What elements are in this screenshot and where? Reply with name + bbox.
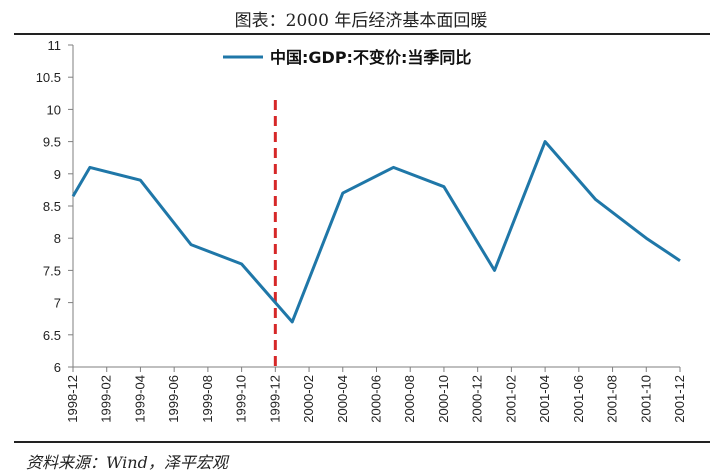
y-tick-label: 10.5 [36,70,61,85]
series-group [71,140,681,324]
chart-title: 图表：2000 年后经济基本面回暖 [234,11,488,31]
x-tick-label: 2001-08 [605,375,620,423]
legend: 中国:GDP:不变价:当季同比 [223,48,471,67]
x-tick-label: 2000-12 [470,375,485,423]
y-tick-label: 11 [48,38,62,53]
y-tick-label: 6 [54,360,61,375]
source-note: 资料来源：Wind，泽平宏观 [26,453,228,472]
x-tick-label: 2000-08 [402,375,417,423]
y-tick-label: 7.5 [43,263,61,278]
y-tick-label: 8.5 [43,199,61,214]
y-tick-label: 9 [54,167,61,182]
x-tick-label: 1999-02 [99,375,114,423]
y-tick-label: 6.5 [43,328,61,343]
x-tick-label: 2001-06 [571,375,586,423]
bottom-rule [14,441,710,443]
x-tick-label: 1999-08 [200,375,215,423]
x-tick-label: 1999-06 [166,375,181,423]
x-tick-label: 2001-12 [672,375,687,423]
legend-label: 中国:GDP:不变价:当季同比 [270,48,471,67]
x-tick-label: 2001-04 [537,375,552,423]
y-tick-label: 8 [54,231,61,246]
x-tick-label: 1999-04 [132,375,147,423]
x-tick-label: 2000-06 [369,375,384,423]
y-tick-label: 9.5 [43,135,61,150]
top-rule [14,33,710,35]
y-axis: 6 6.5 7 7.5 8 8.5 9 9.5 10 10.5 11 [36,38,74,375]
x-tick-label: 2001-02 [503,375,518,423]
series-line [71,140,681,324]
y-tick-label: 10 [47,102,61,117]
x-tick-label: 2000-04 [335,375,350,423]
x-tick-label: 1999-10 [234,375,249,423]
x-tick-label: 2000-10 [436,375,451,423]
x-tick-label: 2001-10 [638,375,653,423]
x-tick-label: 2000-02 [301,375,316,423]
y-tick-label: 7 [54,296,61,311]
x-tick-label: 1998-12 [65,375,80,423]
x-axis: 1998-12 1999-02 1999-04 1999-06 1999-08 1999-… [65,366,687,423]
x-tick-label: 1999-12 [267,375,282,423]
